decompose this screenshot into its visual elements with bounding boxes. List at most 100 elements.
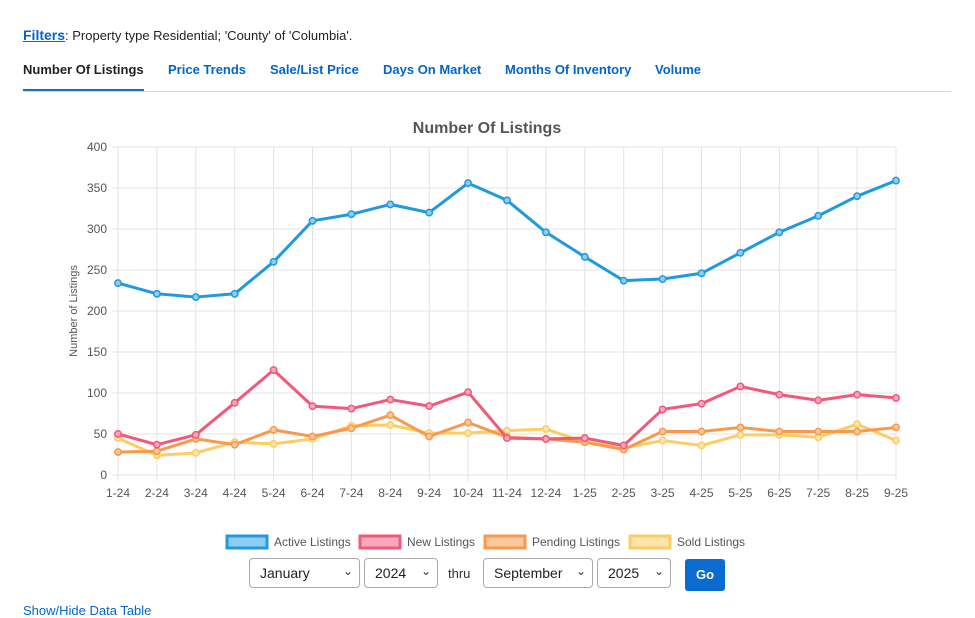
x-tick-label: 3-25 xyxy=(651,486,675,500)
x-tick-label: 9-24 xyxy=(417,486,441,500)
data-point-new-listings xyxy=(814,396,823,405)
tab-days-on-market[interactable]: Days On Market xyxy=(383,62,482,77)
y-tick-label: 150 xyxy=(87,345,107,359)
data-point-sold-listings xyxy=(736,430,745,439)
data-point-new-listings xyxy=(152,440,161,449)
data-point-active-listings xyxy=(152,289,161,298)
listings-line-chart: 0 50 100 150 200 250 300 350 400 1-24 2-24 3-24 4-24… xyxy=(68,120,908,550)
y-tick-label: 100 xyxy=(87,386,107,400)
data-point-pending-listings xyxy=(853,427,862,436)
filters-link[interactable]: Filters xyxy=(23,27,66,43)
y-tick-label: 350 xyxy=(87,181,107,195)
data-point-pending-listings xyxy=(775,427,784,436)
data-point-new-listings xyxy=(425,402,434,411)
data-point-new-listings xyxy=(541,434,550,443)
y-axis-label: Number of Listings xyxy=(68,265,80,357)
data-point-sold-listings xyxy=(386,421,395,429)
data-point-new-listings xyxy=(269,366,278,374)
start-month-value: January xyxy=(260,565,310,581)
x-tick-label: 8-25 xyxy=(845,486,869,500)
data-point-pending-listings xyxy=(308,432,317,441)
data-point-new-listings xyxy=(114,430,122,438)
data-point-pending-listings xyxy=(230,440,239,449)
end-year-select[interactable]: 2025 ⌄ xyxy=(597,558,671,588)
data-point-new-listings xyxy=(619,441,628,450)
filters-line: Filters: Property type Residential; 'Cou… xyxy=(23,27,352,43)
x-tick-label: 6-25 xyxy=(767,486,791,500)
data-point-sold-listings xyxy=(697,441,706,450)
data-point-new-listings xyxy=(697,399,706,408)
data-point-sold-listings xyxy=(658,436,667,445)
x-tick-label: 2-25 xyxy=(612,486,636,500)
data-point-active-listings xyxy=(464,179,473,188)
data-point-active-listings xyxy=(580,252,589,261)
chevron-down-icon: ⌄ xyxy=(575,564,586,578)
legend-label: Active Listings xyxy=(274,535,351,549)
chevron-down-icon: ⌄ xyxy=(342,564,353,578)
data-point-active-listings xyxy=(114,279,122,288)
tab-price-trends[interactable]: Price Trends xyxy=(168,62,247,77)
tab-number-of-listings[interactable]: Number Of Listings xyxy=(23,62,144,77)
x-tick-label: 4-24 xyxy=(223,486,247,500)
x-tick-label: 9-25 xyxy=(884,486,908,500)
x-tick-label: 5-24 xyxy=(262,486,286,500)
filters-text: : Property type Residential; 'County' of… xyxy=(65,28,353,43)
legend-label: Pending Listings xyxy=(532,535,620,549)
x-tick-label: 3-24 xyxy=(184,486,208,500)
tab-volume[interactable]: Volume xyxy=(655,62,701,77)
x-tick-label: 7-24 xyxy=(339,486,363,500)
data-point-pending-listings xyxy=(814,427,823,436)
data-point-new-listings xyxy=(892,393,900,402)
data-point-active-listings xyxy=(775,228,784,237)
data-point-new-listings xyxy=(347,404,356,413)
data-point-pending-listings xyxy=(347,424,356,433)
active-tab-indicator xyxy=(23,89,144,91)
data-point-new-listings xyxy=(658,405,667,414)
y-tick-label: 200 xyxy=(87,304,107,318)
data-point-active-listings xyxy=(347,210,356,219)
date-range-controls: January ⌄ 2024 ⌄ thru September ⌄ 2025 ⌄… xyxy=(0,557,975,591)
data-point-new-listings xyxy=(386,395,395,404)
legend-swatch xyxy=(628,534,672,550)
chevron-down-icon: ⌄ xyxy=(420,564,431,578)
y-tick-label: 0 xyxy=(100,468,107,482)
chart-title: Number Of Listings xyxy=(413,120,562,137)
data-point-active-listings xyxy=(658,275,667,283)
x-tick-label: 11-24 xyxy=(492,486,522,500)
data-point-active-listings xyxy=(697,269,706,278)
start-year-select[interactable]: 2024 ⌄ xyxy=(364,558,438,588)
x-tick-label: 1-25 xyxy=(573,486,597,500)
x-tick-label: 5-25 xyxy=(728,486,752,500)
tab-sale-list-price[interactable]: Sale/List Price xyxy=(270,62,359,77)
legend-label: Sold Listings xyxy=(677,535,745,549)
data-point-new-listings xyxy=(191,430,200,439)
data-point-pending-listings xyxy=(152,447,161,456)
legend-swatch xyxy=(225,534,269,550)
data-point-active-listings xyxy=(386,200,395,209)
data-point-active-listings xyxy=(736,248,745,257)
x-tick-label: 10-24 xyxy=(453,486,484,500)
end-month-select[interactable]: September ⌄ xyxy=(483,558,593,588)
data-point-pending-listings xyxy=(425,432,434,441)
start-month-select[interactable]: January ⌄ xyxy=(249,558,360,588)
data-point-active-listings xyxy=(814,211,823,220)
data-point-new-listings xyxy=(464,388,473,397)
legend-swatch xyxy=(358,534,402,550)
tab-months-of-inventory[interactable]: Months Of Inventory xyxy=(505,62,632,77)
data-point-pending-listings xyxy=(697,427,706,436)
legend-swatch xyxy=(483,534,527,550)
data-point-new-listings xyxy=(775,390,784,399)
data-point-active-listings xyxy=(541,228,550,237)
x-tick-label: 4-25 xyxy=(689,486,713,500)
data-point-active-listings xyxy=(503,196,511,205)
chevron-down-icon: ⌄ xyxy=(653,564,664,578)
data-point-active-listings xyxy=(853,192,862,201)
end-year-value: 2025 xyxy=(608,565,640,581)
data-point-new-listings xyxy=(308,402,317,411)
go-button[interactable]: Go xyxy=(685,559,725,591)
y-tick-label: 50 xyxy=(94,427,108,441)
data-point-sold-listings xyxy=(541,425,550,434)
x-tick-label: 12-24 xyxy=(531,486,562,500)
data-point-active-listings xyxy=(191,293,200,302)
data-point-active-listings xyxy=(269,257,278,266)
